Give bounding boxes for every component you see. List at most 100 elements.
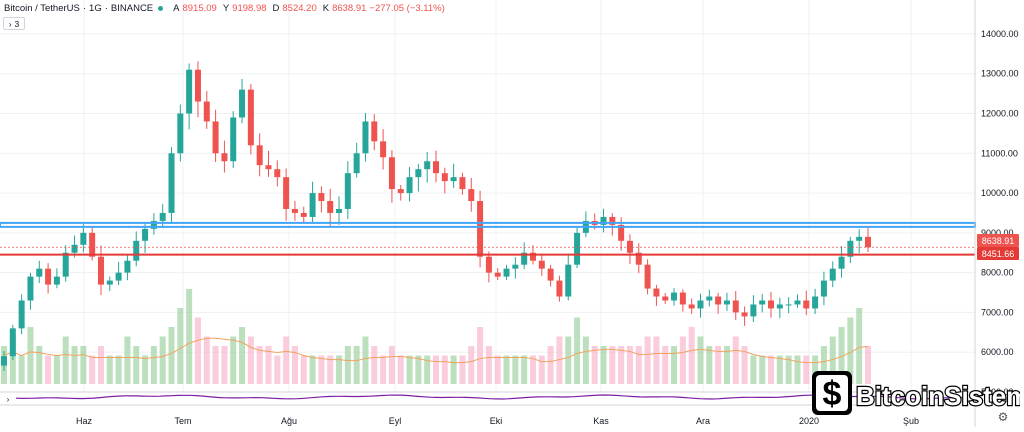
volume-bar — [159, 336, 166, 384]
x-tick-label: Ara — [696, 416, 710, 426]
candle — [794, 294, 801, 308]
volume-bar — [591, 346, 598, 384]
y-tick-label: 11000.00 — [981, 148, 1018, 158]
interval-label[interactable]: 1G — [89, 3, 102, 14]
candle — [715, 292, 722, 314]
volume-bar — [265, 346, 272, 384]
volume-bar — [618, 346, 625, 384]
change-value: −277.05 (−3.11%) — [369, 3, 445, 14]
y-tick-label: 7000.00 — [981, 307, 1014, 317]
volume-bar — [838, 327, 845, 384]
candle — [291, 200, 298, 221]
volume-bar — [829, 336, 836, 384]
candle — [865, 227, 871, 252]
candle — [706, 289, 713, 307]
volume-bar — [635, 346, 642, 384]
volume-bar — [45, 355, 52, 384]
candle — [812, 288, 819, 315]
volume-bar — [406, 355, 413, 384]
volume-bar — [662, 346, 669, 384]
volume-bar — [27, 327, 34, 384]
candle — [662, 292, 669, 304]
x-tick-label: Eki — [490, 416, 503, 426]
candle — [494, 268, 501, 281]
volume-bar — [203, 336, 210, 384]
volume-bar — [679, 336, 686, 384]
candle — [274, 160, 281, 187]
volume-bar — [212, 346, 219, 384]
x-tick-label: Ağu — [281, 416, 297, 426]
candle — [168, 147, 175, 225]
symbol-legend: Bitcoin / TetherUS · 1G · BINANCE A 8915.… — [4, 3, 445, 14]
candle — [547, 264, 554, 287]
volume-bar — [803, 355, 810, 384]
candle — [679, 289, 686, 312]
candle — [723, 292, 730, 311]
candle — [574, 227, 581, 268]
volume-bar — [468, 346, 475, 384]
candle — [803, 290, 810, 316]
candle — [556, 275, 563, 302]
indicator-line — [15, 394, 965, 400]
candle — [485, 251, 492, 283]
candle — [688, 298, 695, 314]
volume-bar — [247, 336, 254, 384]
volume-bar — [344, 346, 351, 384]
candle — [626, 234, 633, 264]
volume-bar — [459, 355, 466, 384]
indicator-collapse-icon[interactable]: › — [6, 394, 10, 404]
exchange-label: BINANCE — [110, 3, 154, 14]
support-price-tag: 8451.66 — [977, 247, 1019, 260]
volume-bar — [433, 355, 439, 384]
candle — [283, 168, 290, 221]
candle — [609, 213, 616, 236]
low-value: 8524.20 — [282, 3, 317, 14]
candle — [671, 288, 678, 306]
volume-bar — [300, 355, 307, 384]
indicators-toggle-button[interactable]: › 3 — [3, 17, 25, 30]
candle — [18, 294, 25, 335]
volume-bar — [732, 336, 739, 384]
volume-bar — [353, 346, 360, 384]
bitcoinsistemi-watermark: $ BitcoinSistemi — [812, 371, 1020, 415]
candle — [415, 164, 422, 192]
volume-bar — [697, 336, 704, 384]
candlesticks — [1, 61, 871, 371]
candle — [653, 284, 660, 306]
candle — [203, 90, 210, 129]
volume-bar — [776, 355, 783, 384]
x-tick-label: Tem — [174, 416, 191, 426]
volume-bar — [688, 327, 695, 384]
y-tick-label: 9000.00 — [981, 228, 1014, 238]
market-status-icon — [158, 6, 164, 11]
volume-bar — [142, 355, 149, 384]
candle — [759, 293, 766, 313]
low-key: D — [272, 3, 280, 14]
candle — [644, 259, 651, 295]
volume-ma-line — [3, 337, 869, 364]
last-price-tag: 8638.91 — [977, 234, 1019, 247]
volume-bar — [150, 346, 157, 384]
gear-icon[interactable]: ⚙ — [997, 410, 1009, 424]
candle — [327, 188, 334, 226]
volume-bar — [865, 346, 871, 384]
volume-bar — [115, 355, 122, 384]
candle — [538, 255, 545, 276]
symbol-name[interactable]: Bitcoin / TetherUS — [4, 3, 80, 14]
candle — [1, 350, 7, 371]
bitcoin-logo-icon: $ — [812, 371, 852, 415]
volume-bar — [856, 308, 863, 384]
volume-bar — [106, 355, 113, 384]
volume-bar — [512, 355, 519, 384]
candle — [353, 142, 360, 178]
candle — [177, 104, 184, 162]
volume-bar — [600, 346, 607, 384]
volume-bar — [794, 355, 801, 384]
volume-bar — [124, 336, 131, 384]
x-tick-label: Haz — [76, 416, 93, 426]
candle — [9, 324, 16, 360]
candle — [53, 268, 60, 289]
volume-bar — [194, 317, 201, 384]
